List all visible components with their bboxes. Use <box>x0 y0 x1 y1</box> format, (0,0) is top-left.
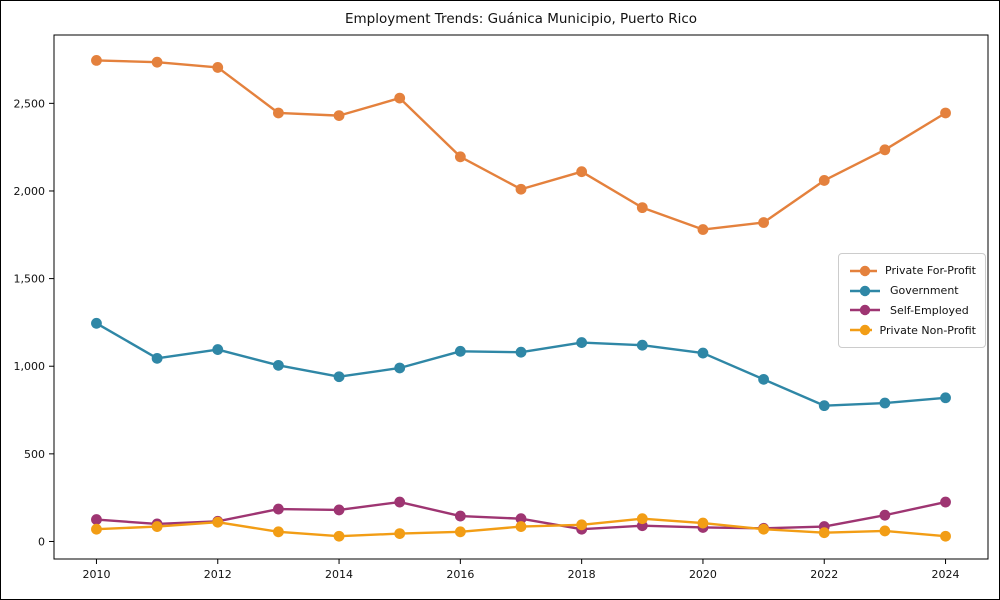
y-tick-label: 500 <box>24 448 45 461</box>
legend-line-marker-icon <box>850 265 877 277</box>
data-point-marker <box>636 513 648 525</box>
data-point-marker <box>394 528 406 539</box>
legend-item: Private For-Profit <box>848 261 976 281</box>
data-point-marker <box>454 510 466 522</box>
data-point-marker <box>576 166 588 178</box>
data-point-marker <box>454 345 466 357</box>
series-private-for-profit <box>91 55 951 235</box>
series-lines <box>91 55 951 542</box>
data-point-marker <box>515 183 527 195</box>
legend-line-marker-icon <box>850 305 880 316</box>
legend-label: Self-Employed <box>890 303 969 317</box>
data-point-marker <box>879 509 891 521</box>
data-point-marker <box>333 530 345 542</box>
x-tick-label: 2024 <box>932 568 960 581</box>
data-point-marker <box>576 337 588 348</box>
x-tick-label: 2010 <box>82 568 110 581</box>
data-point-marker <box>273 359 284 371</box>
y-tick-label: 2,000 <box>14 185 46 198</box>
x-tick-label: 2018 <box>568 568 596 581</box>
data-point-marker <box>818 175 830 186</box>
legend-label: Private Non-Profit <box>879 323 976 337</box>
legend-item: Private Non-Profit <box>848 320 976 340</box>
x-tick-label: 2012 <box>204 568 232 581</box>
data-point-marker <box>758 373 769 385</box>
x-tick-label: 2022 <box>810 568 838 581</box>
data-point-marker <box>940 496 951 508</box>
data-point-marker <box>91 523 102 535</box>
legend: Private For-Profit Government Self-Employe… <box>838 253 986 348</box>
data-point-marker <box>697 224 709 235</box>
data-point-marker <box>636 202 648 214</box>
data-point-marker <box>273 107 284 119</box>
y-tick-label: 2,500 <box>14 97 46 110</box>
data-point-marker <box>697 347 709 359</box>
axes: 2010 2012 2014 2016 2018 2020 2022 2024 0 500 1,00… <box>14 34 989 581</box>
data-point-marker <box>273 526 284 538</box>
data-point-marker <box>333 504 345 516</box>
data-point-marker <box>879 144 891 156</box>
legend-item: Government <box>848 281 976 301</box>
y-tick-label: 0 <box>38 535 45 548</box>
data-point-marker <box>697 517 709 529</box>
data-point-marker <box>91 317 102 329</box>
data-point-marker <box>940 392 951 404</box>
legend-marker <box>859 305 871 316</box>
data-point-marker <box>394 362 406 374</box>
data-point-marker <box>636 339 648 351</box>
legend-item: Self-Employed <box>848 301 976 321</box>
plot-border <box>53 34 989 560</box>
data-point-marker <box>879 397 891 409</box>
data-point-marker <box>515 521 527 532</box>
data-point-marker <box>394 92 406 104</box>
legend-line-marker-icon <box>850 324 872 336</box>
x-tick-label: 2014 <box>325 568 353 581</box>
data-point-marker <box>212 344 224 355</box>
data-point-marker <box>394 496 406 508</box>
legend-label: Private For-Profit <box>885 264 976 278</box>
series-private-non-profit <box>91 513 951 542</box>
data-point-marker <box>818 527 830 539</box>
data-point-marker <box>940 530 951 542</box>
data-point-marker <box>758 217 769 228</box>
y-tick-label: 1,000 <box>14 360 46 373</box>
data-point-marker <box>273 503 284 515</box>
legend-marker <box>859 324 871 336</box>
data-point-marker <box>576 519 588 531</box>
data-point-marker <box>454 526 466 538</box>
y-tick-label: 1,500 <box>14 273 46 286</box>
series-line <box>95 322 947 407</box>
chart-title: Employment Trends: Guánica Municipio, Pu… <box>344 11 698 27</box>
data-point-marker <box>212 62 224 73</box>
data-point-marker <box>151 521 163 532</box>
data-point-marker <box>940 107 951 119</box>
x-tick-label: 2016 <box>446 568 474 581</box>
x-tick-label: 2020 <box>689 568 717 581</box>
data-point-marker <box>151 56 163 68</box>
legend-marker <box>859 285 871 296</box>
series-line <box>95 59 947 231</box>
data-point-marker <box>333 110 345 122</box>
legend-line-marker-icon <box>850 285 880 296</box>
data-point-marker <box>515 346 527 358</box>
series-government <box>91 317 951 412</box>
data-point-marker <box>818 400 830 412</box>
data-point-marker <box>454 151 466 163</box>
data-point-marker <box>879 525 891 537</box>
data-point-marker <box>212 516 224 528</box>
data-point-marker <box>91 514 102 525</box>
legend-label: Government <box>890 284 959 298</box>
data-point-marker <box>151 352 163 364</box>
data-point-marker <box>333 371 345 383</box>
data-point-marker <box>515 513 527 525</box>
legend-marker <box>859 265 871 277</box>
data-point-marker <box>91 55 102 66</box>
data-point-marker <box>758 523 769 535</box>
